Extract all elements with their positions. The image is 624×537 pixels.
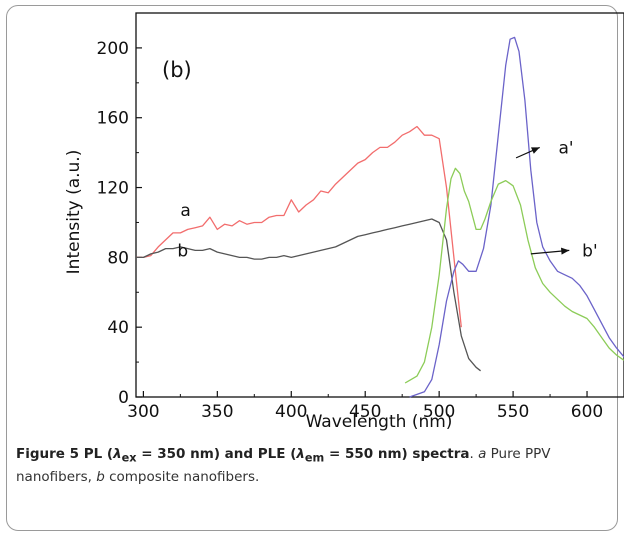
series-line-1 (136, 125, 462, 328)
x-tick-label-450: 450 (349, 402, 381, 422)
annotation-label-1: a (180, 201, 190, 221)
caption-title: Figure 5 PL (λex = 350 nm) and PLE (λem … (16, 446, 470, 465)
y-tick-label-120: 120 (97, 179, 129, 199)
caption-sub-2: em (304, 451, 325, 465)
caption-label-a: a (478, 446, 487, 462)
x-tick-label-600: 600 (571, 402, 603, 422)
caption-text-5: Pure PPV nanofibers, (16, 446, 551, 485)
x-tick-label-550: 550 (497, 402, 529, 422)
annotation-arrowhead-4 (561, 247, 570, 255)
x-tick-label-300: 300 (127, 402, 159, 422)
caption-lambda-2: λ (296, 446, 305, 462)
y-tick-label-200: 200 (97, 39, 129, 59)
y-tick-label-0: 0 (118, 388, 129, 408)
annotation-arrowhead-3 (531, 147, 540, 154)
caption-lambda-1: λ (113, 446, 122, 462)
figure-frame (6, 5, 618, 531)
plot-area: 300 350 400 450 500 550 600 0 40 80 120 160 200 ab a' b… (97, 12, 624, 422)
x-axis-title: Wavelength (nm) (306, 412, 453, 432)
caption-text-2: = 350 nm) and PLE ( (136, 446, 297, 462)
x-tick-label-400: 400 (275, 402, 307, 422)
caption-text-6: composite nanofibers. (104, 468, 260, 485)
annotation-label-4: b' (582, 241, 597, 261)
y-tick-label-80: 80 (107, 248, 129, 268)
x-tick-label-500: 500 (423, 402, 455, 422)
chart: 300 350 400 450 500 550 600 0 40 80 120 160 200 ab a' b… (64, 12, 624, 432)
caption-text-3: = 550 nm) spectra (324, 446, 470, 462)
x-tick-label-350: 350 (201, 402, 233, 422)
figure-caption: Figure 5 PL (λex = 350 nm) and PLE (λem … (16, 445, 608, 487)
y-tick-label-40: 40 (107, 318, 129, 338)
annotation-label-3: a' (558, 138, 573, 158)
caption-fig-number: Figure 5 (16, 446, 80, 462)
series-line-3 (409, 36, 624, 398)
caption-text-4: . (469, 446, 479, 462)
plot-frame (135, 12, 624, 398)
caption-sub-1: ex (121, 451, 137, 465)
y-tick-label-160: 160 (97, 109, 129, 129)
series-line-2 (136, 218, 481, 372)
annotation-label-2: b (177, 241, 188, 261)
caption-label-b: b (96, 468, 105, 485)
panel-label: (b) (162, 58, 192, 82)
series-line-4 (404, 167, 624, 384)
caption-text-1: PL ( (79, 446, 114, 462)
y-axis-title: Intensity (a.u.) (64, 150, 84, 275)
